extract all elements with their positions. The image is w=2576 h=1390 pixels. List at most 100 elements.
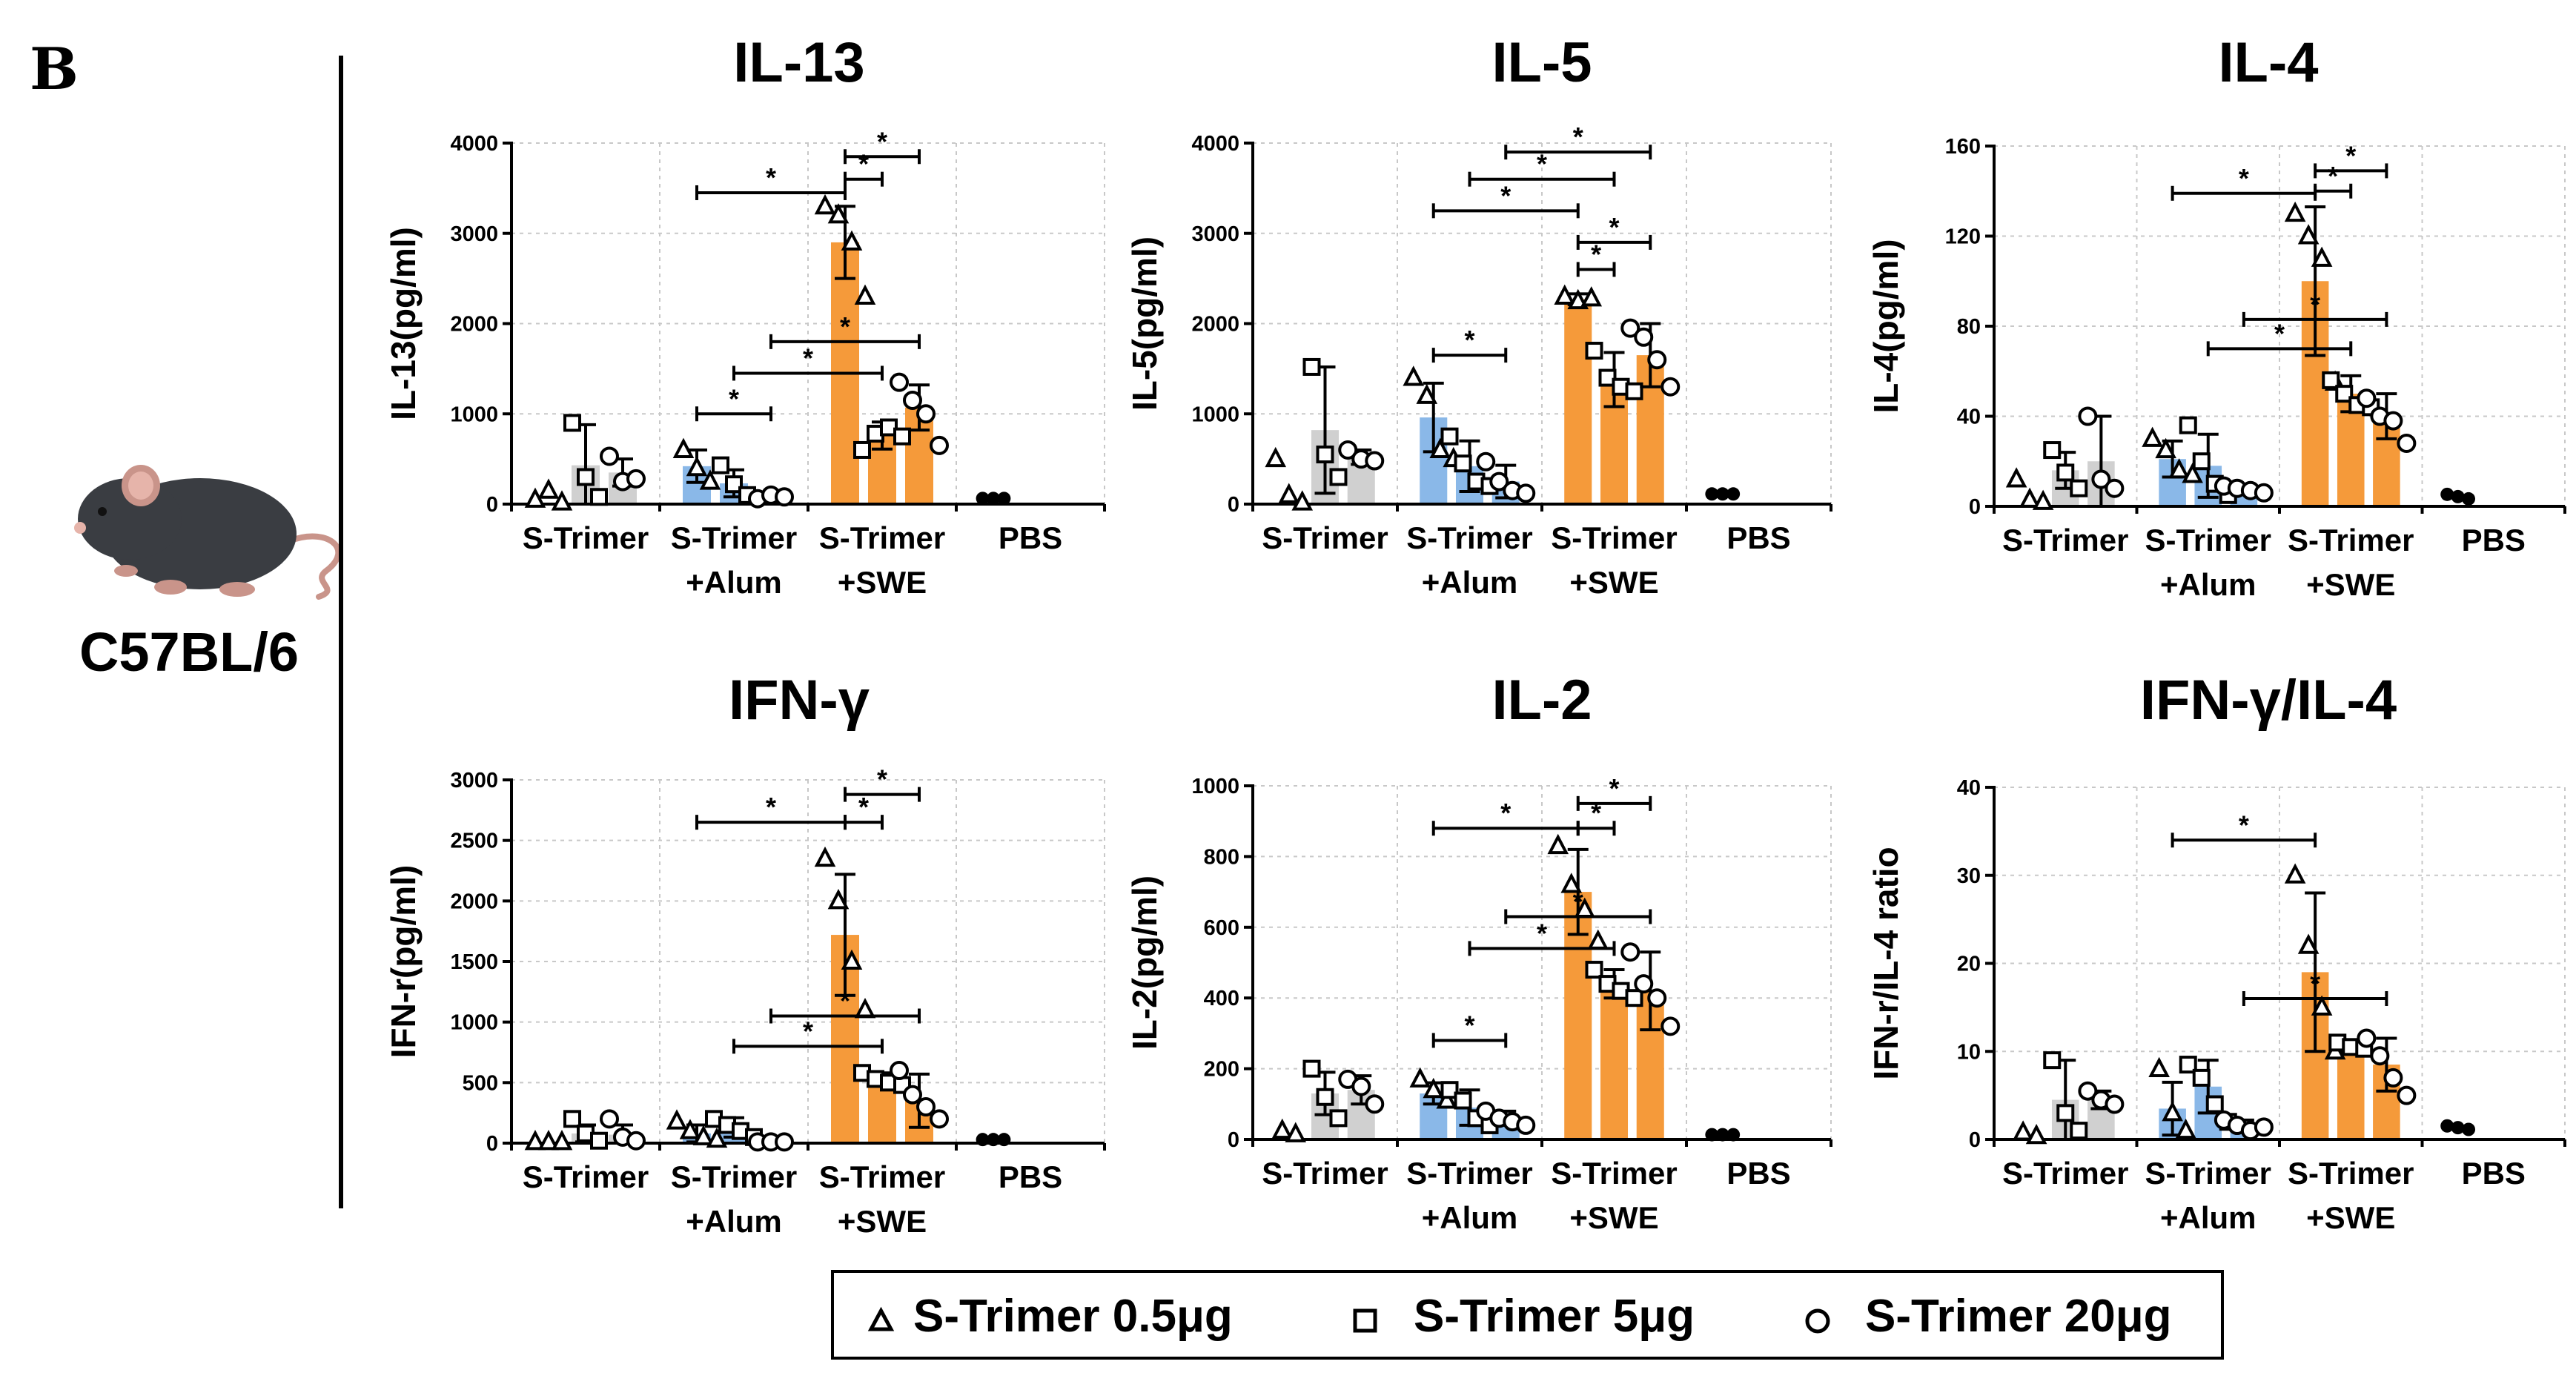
y-tick-label: 1000 <box>450 403 498 426</box>
category-label: PBS <box>1726 520 1790 555</box>
data-point-dot <box>2451 1121 2465 1135</box>
sig-star: * <box>877 764 887 795</box>
data-point-circle <box>1516 1115 1536 1135</box>
sig-star: * <box>2310 968 2320 999</box>
triangle-marker-icon <box>867 1306 895 1331</box>
data-point-square <box>1585 961 1603 979</box>
legend-item-circle: S-Trimer 20μg <box>1805 1291 2172 1342</box>
panel-label: B <box>30 36 79 103</box>
y-tick-label: 4000 <box>1191 132 1239 156</box>
y-axis-label: IFN-r(pg/ml) <box>384 865 423 1059</box>
data-point-triangle <box>814 193 836 215</box>
data-point-circle <box>1634 974 1654 994</box>
data-point-triangle <box>1271 1118 1294 1139</box>
legend-item-triangle: S-Trimer 0.5μg <box>867 1291 1233 1342</box>
category-label: +Alum <box>1422 565 1518 600</box>
data-point-circle <box>916 404 936 424</box>
sig-star: * <box>1591 798 1601 828</box>
data-point-square <box>563 1110 581 1128</box>
data-point-circle <box>890 1061 909 1080</box>
data-point-triangle <box>854 284 876 305</box>
circle-marker-icon <box>1805 1308 1830 1334</box>
data-point-triangle <box>2284 863 2306 884</box>
data-point-circle <box>2397 433 2417 453</box>
category-label: +SWE <box>1569 1200 1658 1235</box>
data-point-circle <box>1647 988 1667 1008</box>
sig-star: * <box>2310 289 2320 320</box>
data-point-dot <box>976 492 990 506</box>
sig-star: * <box>858 792 869 822</box>
data-point-circle <box>626 1131 646 1151</box>
data-point-triangle <box>1580 286 1603 307</box>
data-point-circle <box>1351 1076 1371 1096</box>
sig-star: * <box>2345 140 2356 171</box>
chart-title: IL-4 <box>2218 31 2318 94</box>
data-point-triangle <box>1265 446 1287 468</box>
chart-4: IL-2 IL-2(pg/ml) 0 200 400 600 800 1000 S-Trimer… <box>1125 669 1832 1235</box>
y-tick-label: 0 <box>1228 1128 1239 1152</box>
data-point-dot <box>987 492 1000 506</box>
data-point-triangle <box>2012 1120 2034 1141</box>
data-point-square <box>2179 416 2197 434</box>
data-point-circle <box>1489 471 1509 492</box>
data-point-triangle <box>692 1125 715 1145</box>
y-tick-label: 0 <box>1228 493 1239 517</box>
y-tick-label: 500 <box>463 1071 498 1095</box>
data-point-triangle <box>666 1109 688 1130</box>
data-point-circle <box>890 372 909 392</box>
bar <box>2337 1047 2365 1139</box>
sig-star: * <box>1500 798 1511 828</box>
data-point-triangle <box>706 1127 728 1148</box>
strain-label: C57BL/6 <box>79 621 299 683</box>
data-point-triangle <box>814 846 836 867</box>
y-tick-label: 800 <box>1204 845 1239 869</box>
data-point-triangle <box>2005 467 2027 488</box>
data-point-square <box>2192 452 2211 471</box>
data-point-dot <box>2462 492 2476 506</box>
sig-star: * <box>1464 325 1474 355</box>
data-point-circle <box>1647 350 1667 370</box>
data-point-dot <box>1705 487 1719 501</box>
data-point-triangle <box>1429 437 1451 458</box>
data-point-circle <box>2357 388 2377 408</box>
bar <box>1564 299 1592 504</box>
data-point-square <box>2056 1104 2075 1122</box>
category-label: S-Trimer <box>2145 523 2271 557</box>
category-label: S-Trimer <box>2288 1156 2414 1191</box>
data-point-circle <box>903 390 922 410</box>
data-point-circle <box>1620 942 1640 962</box>
chart-1: IL-5 IL-5(pg/ml) 0 1000 2000 3000 4000 S-Trimer… <box>1125 31 1832 600</box>
category-label: +SWE <box>838 1204 927 1239</box>
data-point-square <box>2056 463 2075 482</box>
y-tick-label: 10 <box>1957 1040 1981 1064</box>
data-point-circle <box>2383 1068 2403 1088</box>
data-point-square <box>1454 1091 1472 1110</box>
data-point-circle <box>903 1085 922 1105</box>
category-label: +SWE <box>838 565 927 600</box>
sig-star: * <box>1591 239 1601 269</box>
y-tick-label: 40 <box>1957 776 1981 800</box>
data-point-square <box>853 440 871 459</box>
data-point-square <box>590 488 608 506</box>
chart-title: IFN-γ <box>729 669 870 732</box>
sig-star: * <box>2239 810 2249 840</box>
data-point-square <box>1440 1081 1459 1099</box>
legend: S-Trimer 0.5μg S-Trimer 5μg S-Trimer 20μ… <box>831 1270 2224 1360</box>
data-point-circle <box>1516 483 1536 503</box>
data-point-triangle <box>686 455 708 477</box>
category-label: S-Trimer <box>819 520 945 555</box>
data-point-triangle <box>2025 1123 2047 1145</box>
legend-label-2: S-Trimer 20μg <box>1865 1291 2172 1342</box>
data-point-triangle <box>1409 1067 1431 1088</box>
category-label: S-Trimer <box>1551 1156 1677 1191</box>
mouse-illustration <box>74 465 342 600</box>
y-tick-label: 200 <box>1204 1058 1239 1082</box>
y-tick-label: 2000 <box>450 890 498 913</box>
y-tick-label: 4000 <box>450 132 498 156</box>
data-point-triangle <box>841 230 863 251</box>
data-point-triangle <box>2297 224 2320 245</box>
data-point-circle <box>600 1109 619 1129</box>
data-point-square <box>1585 342 1603 360</box>
sig-star: * <box>1464 1010 1474 1040</box>
